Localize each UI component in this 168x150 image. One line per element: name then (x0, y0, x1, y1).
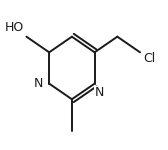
Text: N: N (94, 87, 104, 99)
Text: N: N (34, 77, 43, 90)
Text: HO: HO (5, 21, 24, 34)
Text: Cl: Cl (143, 52, 155, 65)
